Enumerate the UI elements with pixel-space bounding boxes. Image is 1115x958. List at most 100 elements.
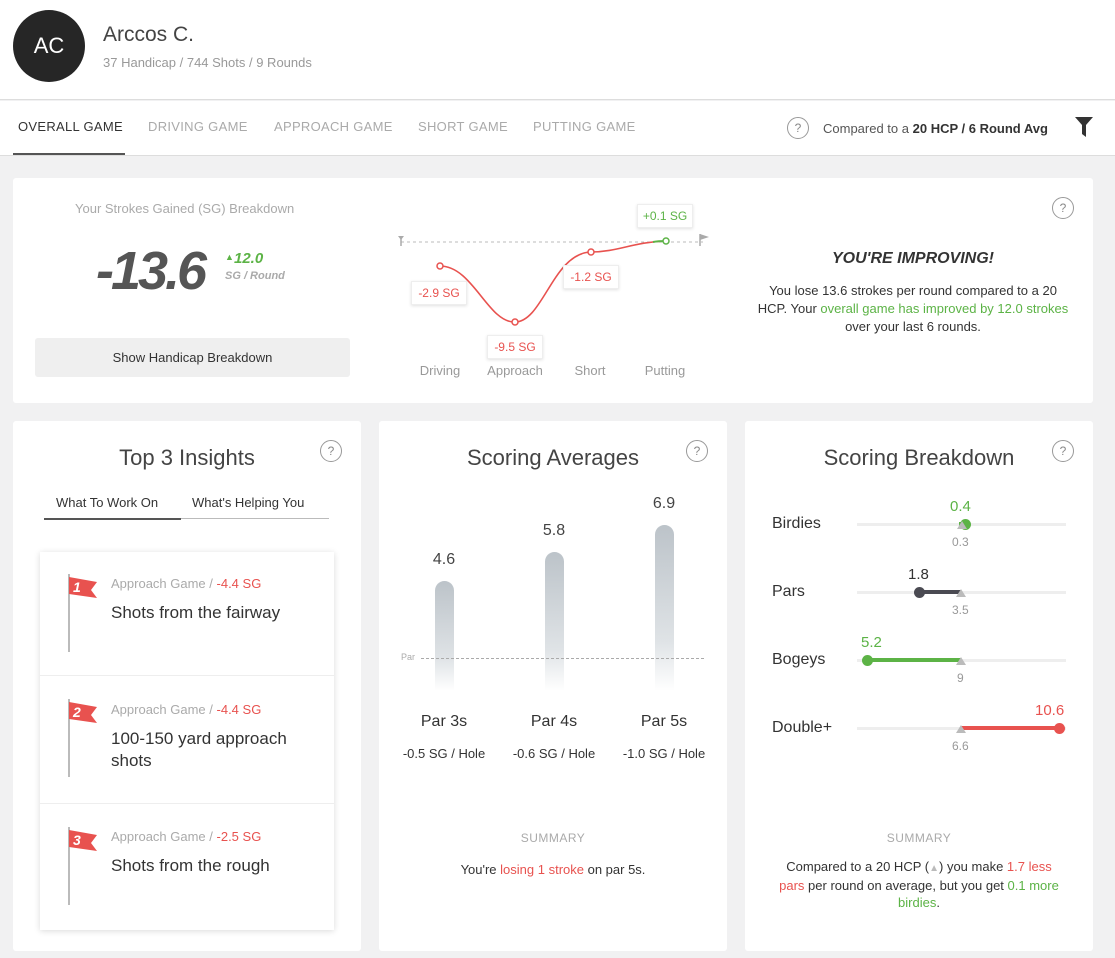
scoring-averages-card: Scoring Averages ? 4.6 5.8 6.9 Par Par 3s … [379,421,727,951]
pars-bar [919,590,961,594]
subtab-active-indicator [44,518,181,520]
cat-driving: Driving [419,363,461,378]
insight-number: 3 [73,832,81,848]
sg-unit: SG / Round [225,270,285,282]
bogeys-avg: 9 [957,671,964,685]
flag-icon [68,827,97,905]
scoring-bar [435,580,454,691]
sg-title: Your Strokes Gained (SG) Breakdown [75,201,295,216]
flag-icon [68,699,97,777]
scoring-breakdown-title: Scoring Breakdown [823,445,1015,470]
active-tab-indicator [13,153,125,155]
double-plus-label: Double+ [772,719,833,736]
insights-list: 1 Approach Game / -4.4 SG Shots from the… [40,552,334,930]
insight-text: Shots from the rough [111,856,270,875]
insight-category: Approach Game / -4.4 SG [111,702,262,717]
double-plus-dot [1054,723,1065,734]
par5-label: Par 5s [640,713,688,730]
start-marker-icon [398,236,404,246]
par3-sg: -0.5 SG / Hole [402,746,486,761]
improving-text: You lose 13.6 strokes per round compared… [757,283,1069,334]
double-plus-value: 10.6 [1035,702,1065,719]
sg-curve-red [439,240,667,323]
par-line [421,658,704,659]
improving-title: YOU'RE IMPROVING! [831,250,995,267]
insight-item[interactable]: 3 Approach Game / -2.5 SG Shots from the… [40,805,334,930]
scoring-bar-value: 6.9 [652,495,676,513]
double-plus-avg-marker-icon [956,725,966,733]
pars-avg: 3.5 [952,603,969,617]
sg-curve-chart [398,234,709,326]
insight-text: Shots from the fairway [111,603,281,622]
profile-header: AC Arccos C. 37 Handicap / 744 Shots / 9… [0,0,1115,100]
scoring-bar-value: 4.6 [432,550,456,568]
bogeys-dot [862,655,873,666]
subtab-what-to-work-on[interactable]: What To Work On [56,495,159,510]
point-driving [436,262,444,270]
sg-total-value: -13.6 [96,241,207,301]
summary-text: Compared to a 20 HCP (▲) you make 1.7 le… [779,859,1059,910]
filter-icon[interactable] [1075,117,1093,137]
help-icon[interactable]: ? [686,440,708,462]
insight-number: 1 [73,579,81,595]
insight-item[interactable]: 1 Approach Game / -4.4 SG Shots from the… [40,552,334,676]
cat-putting: Putting [644,363,686,378]
scoring-bar-value: 5.8 [542,521,566,539]
sg-breakdown-card: Your Strokes Gained (SG) Breakdown -13.6… [13,178,1093,403]
avg-marker-icon: ▲ [929,863,939,874]
summary-text: You're losing 1 stroke on par 5s. [460,862,646,877]
cat-short: Short [574,363,606,378]
tab-overall-game[interactable]: OVERALL GAME [18,119,123,134]
tab-putting-game[interactable]: PUTTING GAME [533,119,636,134]
up-arrow-icon: ▲ [225,252,234,262]
label-putting: +0.1 SG [637,204,693,228]
summary-label: SUMMARY [886,831,952,845]
par-line-label: Par [401,652,416,662]
par4-sg: -0.6 SG / Hole [512,746,596,761]
insight-text: 100-150 yard approach shots [111,729,287,770]
summary-label: SUMMARY [520,831,586,845]
help-icon[interactable]: ? [787,117,809,139]
compare-text: Compared to a 20 HCP / 6 Round Avg [823,121,1048,136]
cat-approach: Approach [487,363,543,378]
birdies-avg: 0.3 [952,535,969,549]
par5-sg: -1.0 SG / Hole [622,746,706,761]
subtab-whats-helping-you[interactable]: What's Helping You [192,495,305,510]
birdies-avg-marker-icon [957,521,967,529]
bogeys-avg-marker-icon [956,657,966,665]
show-handicap-breakdown-button[interactable]: Show Handicap Breakdown [35,338,350,377]
scoring-bar [545,551,564,691]
avatar[interactable]: AC [13,10,85,82]
scoring-bar [655,525,674,691]
scoring-breakdown-card: Scoring Breakdown ? Birdies 0.4 0.3 Pars… [745,421,1093,951]
point-short [587,248,595,256]
sg-delta: 12.0 [234,250,264,267]
insight-item[interactable]: 2 Approach Game / -4.4 SG 100-150 yard a… [40,677,334,804]
tab-bar: OVERALL GAME DRIVING GAME APPROACH GAME … [0,101,1115,156]
birdies-value: 0.4 [950,498,971,515]
help-icon[interactable]: ? [1052,440,1074,462]
label-driving: -2.9 SG [411,281,467,305]
point-approach [511,318,519,326]
bogeys-bar [867,658,961,662]
help-icon[interactable]: ? [320,440,342,462]
par3-label: Par 3s [420,713,468,730]
pars-avg-marker-icon [956,589,966,597]
insights-card: Top 3 Insights ? What To Work On What's … [13,421,361,951]
flag-icon [68,574,97,652]
help-icon[interactable]: ? [1052,197,1074,219]
tab-short-game[interactable]: SHORT GAME [418,119,508,134]
pars-label: Pars [772,583,805,600]
scoring-averages-title: Scoring Averages [466,445,640,470]
par4-label: Par 4s [530,713,578,730]
tab-driving-game[interactable]: DRIVING GAME [148,119,248,134]
insights-title: Top 3 Insights [119,445,255,470]
label-short: -1.2 SG [563,265,619,289]
bogeys-label: Bogeys [772,651,826,668]
double-plus-avg: 6.6 [952,739,969,753]
pars-dot [914,587,925,598]
user-stats: 37 Handicap / 744 Shots / 9 Rounds [103,55,312,70]
tab-approach-game[interactable]: APPROACH GAME [274,119,393,134]
user-name: Arccos C. [103,23,195,46]
double-plus-bar [961,726,1059,730]
